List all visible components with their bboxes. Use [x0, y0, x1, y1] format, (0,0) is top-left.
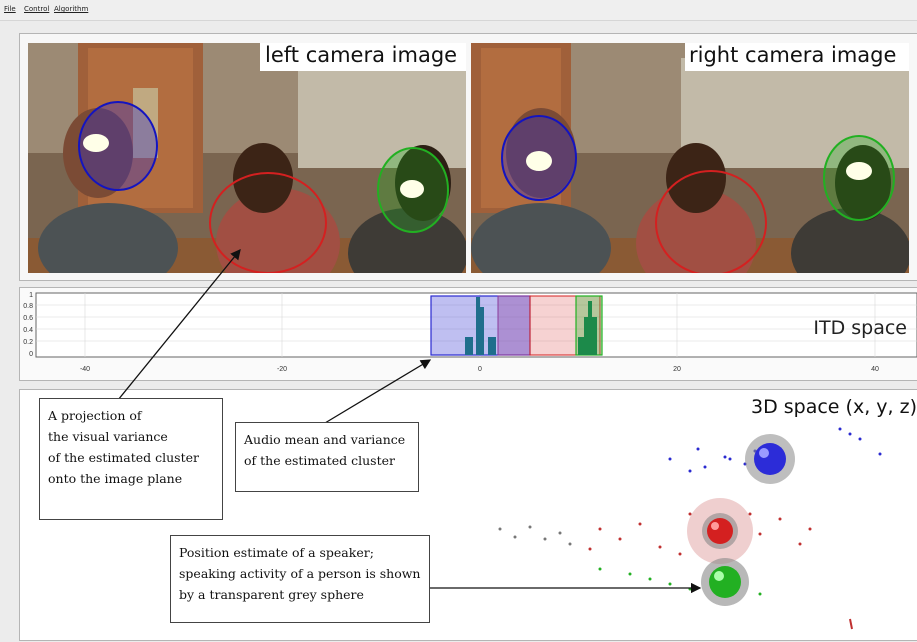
- right-camera-view: [471, 43, 909, 273]
- callout-line: Position estimate of a speaker;: [179, 545, 374, 560]
- menu-bar: File Control Algorithm: [0, 0, 917, 21]
- callout-line: by a transparent grey sphere: [179, 587, 364, 602]
- menu-file[interactable]: File: [4, 5, 16, 13]
- itd-ytick: 0.4: [23, 327, 33, 334]
- itd-ytick: 1: [29, 292, 33, 299]
- 3d-space-label: 3D space (x, y, z): [751, 396, 917, 418]
- left-camera-view: [28, 43, 466, 273]
- callout-position: Position estimate of a speaker; speaking…: [170, 535, 430, 623]
- itd-xtick: 40: [871, 366, 879, 373]
- itd-space-label: ITD space: [813, 317, 907, 339]
- menu-control[interactable]: Control: [24, 5, 50, 13]
- itd-ytick: 0.6: [23, 315, 33, 322]
- itd-ytick: 0: [29, 351, 33, 358]
- itd-ytick: 0.8: [23, 303, 33, 310]
- callout-line: A projection of: [48, 408, 142, 423]
- menu-algorithm[interactable]: Algorithm: [54, 5, 89, 13]
- callout-line: Audio mean and variance: [244, 432, 406, 447]
- itd-ytick: 0.2: [23, 339, 33, 346]
- left-camera-label: left camera image: [262, 43, 461, 67]
- itd-xtick: -40: [80, 366, 90, 373]
- itd-xtick: -20: [277, 366, 287, 373]
- right-camera-label: right camera image: [686, 43, 900, 67]
- itd-xtick: 20: [673, 366, 681, 373]
- itd-xtick: 0: [478, 366, 482, 373]
- callout-audio: Audio mean and variance of the estimated…: [235, 422, 419, 492]
- callout-projection: A projection of the visual variance of t…: [39, 398, 223, 520]
- space-plot: [498, 427, 882, 630]
- callout-line: the visual variance: [48, 429, 168, 444]
- callout-line: of the estimated cluster: [244, 453, 395, 468]
- callout-line: onto the image plane: [48, 471, 183, 486]
- callout-line: speaking activity of a person is shown: [179, 566, 421, 581]
- itd-plot: 1 0.8 0.6 0.4 0.2 0 -40 -20 0 20 40: [23, 292, 917, 373]
- callout-line: of the estimated cluster: [48, 450, 199, 465]
